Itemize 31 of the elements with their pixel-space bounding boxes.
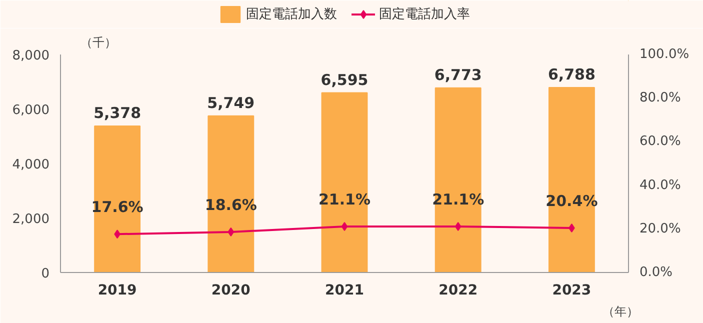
y2-tick-label: 100.0% bbox=[640, 47, 690, 62]
y-axis-title: （千） bbox=[80, 36, 116, 50]
y2-tick-label: 60.0% bbox=[640, 134, 681, 150]
point bbox=[341, 222, 348, 231]
x-tick-label: 2019 bbox=[98, 282, 137, 298]
y-tick-label: 6,000 bbox=[12, 103, 50, 118]
point bbox=[228, 227, 234, 236]
legend-label: 固定電話加入率 bbox=[379, 6, 470, 23]
data-label: 6,788 bbox=[548, 66, 596, 84]
y-tick-label: 8,000 bbox=[12, 48, 50, 64]
data-label: 6,773 bbox=[434, 66, 482, 84]
data-label: 5,749 bbox=[207, 94, 255, 112]
data-label: 5,378 bbox=[94, 104, 142, 122]
x-tick-label: 2023 bbox=[552, 282, 592, 298]
y2-tick-label: 20.0% bbox=[640, 221, 681, 236]
y-tick-label: 2,000 bbox=[12, 212, 50, 227]
x-axis-title: （年） bbox=[602, 304, 638, 318]
x-tick-label: 2021 bbox=[325, 282, 364, 298]
y-tick-label: 0 bbox=[41, 266, 50, 282]
y2-tick-label: 0.0% bbox=[640, 265, 673, 280]
bar bbox=[321, 92, 368, 272]
x-tick-label: 2020 bbox=[211, 282, 251, 298]
y-tick-label: 4,000 bbox=[12, 158, 50, 172]
bar bbox=[208, 115, 254, 272]
legend-label: 固定電話加入数 bbox=[246, 6, 337, 23]
y2-tick-label: 80.0% bbox=[640, 90, 681, 106]
point bbox=[454, 222, 462, 231]
y2-tick-label: 40.0% bbox=[640, 178, 681, 193]
x-tick-label: 2022 bbox=[438, 282, 478, 298]
bar bbox=[94, 125, 141, 272]
data-label: 6,595 bbox=[320, 70, 368, 89]
